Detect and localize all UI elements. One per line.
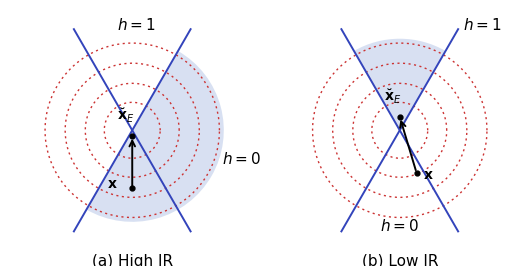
Wedge shape [87, 51, 224, 222]
Wedge shape [354, 39, 445, 130]
Text: $h = 0$: $h = 0$ [380, 218, 419, 234]
Text: $h = 0$: $h = 0$ [222, 151, 261, 167]
Text: (a) High IR: (a) High IR [92, 254, 173, 266]
Text: $h = 1$: $h = 1$ [463, 17, 502, 33]
Text: $\mathbf{x}$: $\mathbf{x}$ [107, 177, 118, 191]
Text: $\breve{\mathbf{x}}_E$: $\breve{\mathbf{x}}_E$ [385, 88, 402, 106]
Text: $h = 1$: $h = 1$ [117, 17, 156, 33]
Text: (b) Low IR: (b) Low IR [362, 254, 438, 266]
Text: $\mathbf{x}$: $\mathbf{x}$ [423, 168, 434, 182]
Text: $\breve{\mathbf{x}}_E$: $\breve{\mathbf{x}}_E$ [117, 107, 134, 125]
